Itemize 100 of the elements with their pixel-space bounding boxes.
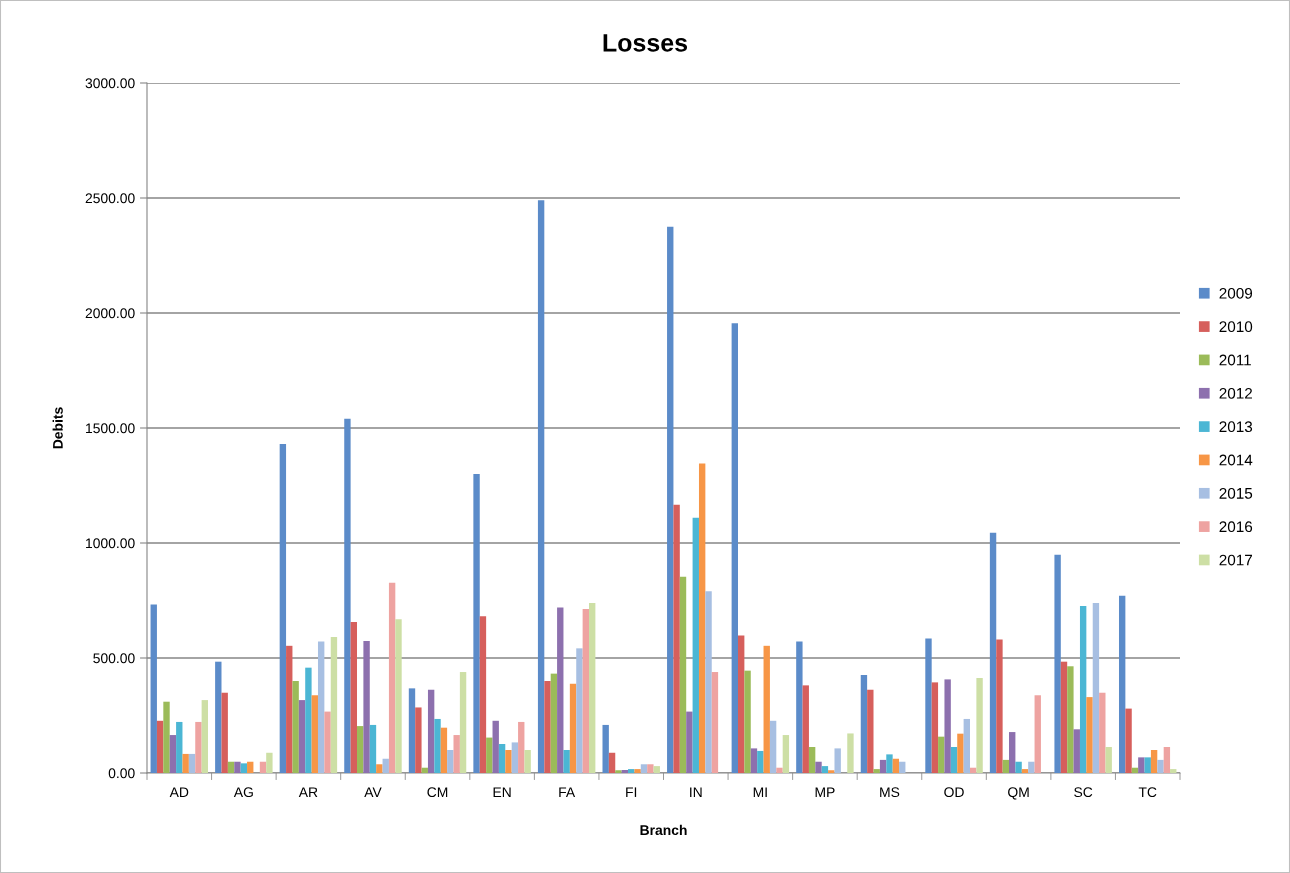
bar bbox=[628, 769, 635, 773]
x-tick-label: AV bbox=[364, 787, 382, 797]
bar bbox=[976, 678, 983, 773]
bar bbox=[434, 718, 441, 773]
x-tick-label: MS bbox=[880, 787, 900, 798]
y-tick-label: 500.00 bbox=[93, 653, 135, 664]
bar bbox=[188, 753, 196, 773]
bar bbox=[1067, 666, 1074, 773]
bar bbox=[440, 727, 448, 773]
bar bbox=[388, 582, 396, 773]
bar bbox=[344, 418, 351, 773]
bar bbox=[292, 681, 299, 773]
bar bbox=[686, 711, 693, 773]
bar bbox=[195, 721, 202, 773]
bar bbox=[505, 750, 512, 773]
y-tick-label: 3000.00 bbox=[85, 78, 135, 89]
bar bbox=[544, 681, 551, 773]
bar bbox=[867, 689, 874, 773]
bar bbox=[569, 683, 577, 773]
bar bbox=[886, 754, 893, 773]
bar bbox=[1163, 747, 1171, 773]
bar bbox=[459, 672, 467, 773]
bar bbox=[1138, 757, 1145, 773]
x-tick-label: FI bbox=[626, 787, 637, 797]
bar bbox=[899, 761, 906, 773]
bar bbox=[731, 323, 738, 773]
bar bbox=[808, 747, 816, 773]
chart-title: Losses bbox=[603, 34, 688, 52]
bar bbox=[1002, 759, 1010, 773]
bar bbox=[357, 726, 364, 773]
bar bbox=[796, 641, 803, 773]
bar bbox=[550, 673, 558, 773]
x-tick-label: FA bbox=[559, 787, 576, 797]
bar bbox=[324, 711, 331, 773]
legend-label: 2013 bbox=[1219, 421, 1253, 433]
bar bbox=[1009, 732, 1016, 773]
bar bbox=[653, 766, 660, 773]
bar bbox=[447, 750, 454, 773]
bar bbox=[1092, 603, 1100, 773]
bar bbox=[176, 721, 183, 773]
legend-label: 2014 bbox=[1219, 454, 1253, 466]
bar bbox=[363, 640, 370, 773]
bar bbox=[215, 661, 222, 773]
bar bbox=[163, 701, 170, 773]
bar bbox=[834, 748, 841, 773]
bar bbox=[492, 720, 499, 773]
y-tick-label: 0.00 bbox=[108, 768, 135, 779]
bar bbox=[479, 616, 487, 773]
bar bbox=[1015, 761, 1022, 773]
bar bbox=[286, 645, 293, 773]
bar bbox=[511, 742, 519, 773]
y-tick-label: 2500.00 bbox=[85, 193, 135, 204]
bar bbox=[1144, 757, 1151, 773]
bar bbox=[1028, 761, 1035, 773]
bar bbox=[221, 692, 228, 773]
bar bbox=[667, 226, 674, 773]
bar bbox=[1157, 759, 1164, 773]
bar bbox=[634, 769, 641, 773]
bar bbox=[860, 675, 868, 773]
bar bbox=[156, 720, 164, 773]
bar bbox=[847, 733, 854, 773]
bar bbox=[989, 532, 997, 773]
bar bbox=[311, 695, 318, 773]
bar bbox=[769, 720, 777, 773]
bar bbox=[369, 724, 377, 773]
bar bbox=[1125, 708, 1132, 773]
bar bbox=[234, 761, 241, 773]
bar bbox=[615, 770, 622, 773]
bar bbox=[931, 682, 939, 773]
bar bbox=[557, 607, 564, 773]
y-tick-label: 1000.00 bbox=[86, 538, 135, 549]
bar bbox=[1170, 769, 1177, 773]
bar bbox=[750, 748, 758, 773]
y-axis-title: Debits bbox=[52, 407, 63, 449]
bar bbox=[589, 603, 596, 773]
x-tick-label: IN bbox=[690, 787, 702, 797]
bar bbox=[563, 750, 570, 773]
bar bbox=[1150, 750, 1158, 773]
legend-label: 2011 bbox=[1219, 354, 1251, 366]
bar bbox=[673, 504, 680, 773]
bar bbox=[692, 517, 699, 773]
bar bbox=[776, 767, 783, 773]
bar bbox=[201, 700, 209, 773]
bar bbox=[415, 707, 422, 773]
bar bbox=[524, 750, 531, 773]
bar bbox=[957, 733, 964, 773]
bar bbox=[395, 619, 402, 773]
x-tick-label: CM bbox=[427, 787, 448, 798]
bar bbox=[647, 764, 654, 773]
legend-label: 2016 bbox=[1219, 521, 1253, 533]
bar bbox=[640, 764, 648, 773]
x-tick-label: AG bbox=[233, 787, 253, 798]
bar bbox=[279, 444, 287, 773]
bar bbox=[782, 735, 790, 773]
bar bbox=[537, 200, 545, 773]
bar bbox=[621, 770, 629, 773]
bar bbox=[473, 474, 480, 773]
bar bbox=[1099, 692, 1106, 773]
bar bbox=[169, 735, 177, 773]
bar bbox=[266, 752, 273, 773]
